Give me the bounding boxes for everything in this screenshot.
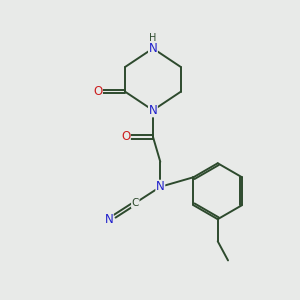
Text: C: C [132, 198, 139, 208]
Text: O: O [93, 85, 102, 98]
Text: N: N [148, 104, 157, 117]
Text: N: N [104, 213, 113, 226]
Text: N: N [148, 42, 157, 55]
Text: H: H [149, 33, 156, 43]
Text: N: N [156, 180, 165, 193]
Text: O: O [121, 130, 130, 143]
